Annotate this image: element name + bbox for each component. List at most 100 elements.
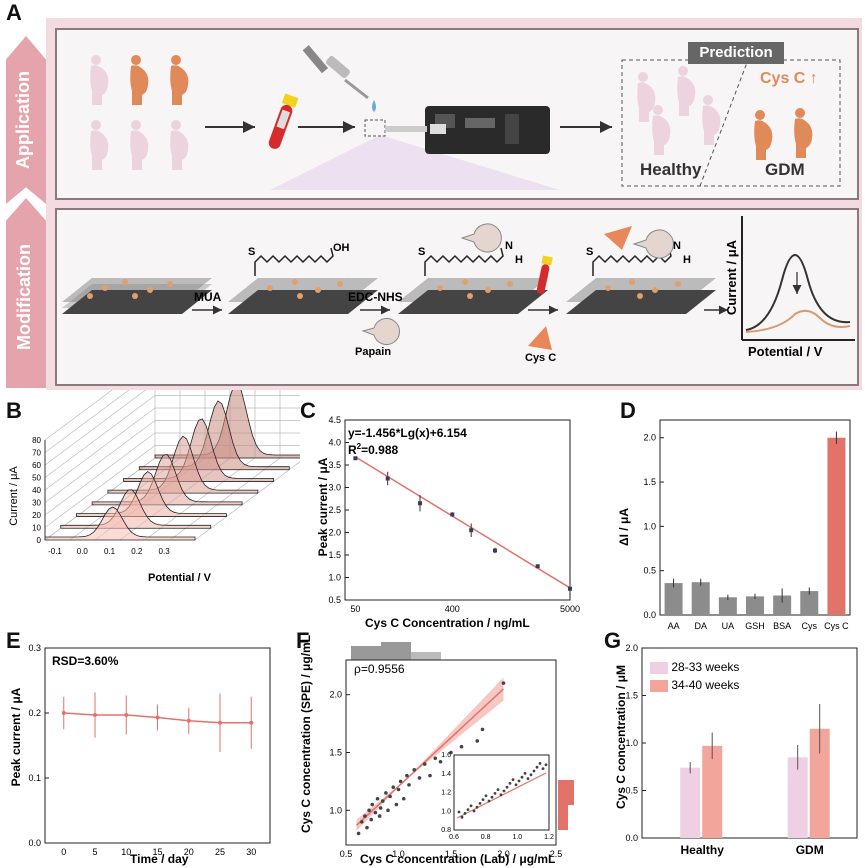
c-ytick: 3.5 (328, 460, 341, 470)
hydrogen-label-2: H (683, 254, 691, 266)
f-hist-top (381, 642, 411, 660)
g-bar (787, 757, 808, 838)
c-ytick: 4.5 (328, 415, 341, 425)
b-xtick: 0.2 (131, 547, 143, 556)
f-data-point (428, 773, 432, 778)
e-data-point (218, 720, 222, 725)
f-inset-point (466, 808, 470, 811)
f-inset-point (472, 809, 476, 813)
f-inset-frame (453, 754, 550, 831)
waterfall-curve (44, 506, 196, 541)
g-ytick: 1.5 (625, 691, 638, 701)
f-data-point (388, 794, 392, 799)
f-inset-xtick: 1.0 (512, 834, 522, 841)
f-data-point (384, 791, 388, 795)
g-bar (809, 728, 830, 838)
panel-label-c: C (300, 398, 316, 423)
c-data-point (493, 548, 497, 553)
chart-c-xlabel: Cys C Concentration / ng/mL (365, 616, 530, 630)
f-ytick: 1.5 (329, 748, 342, 758)
d-bar (746, 596, 764, 615)
f-data-point (480, 727, 485, 732)
b-xtick: -0.1 (48, 547, 62, 556)
b-ytick: 60 (32, 461, 41, 470)
grid-line-b (44, 390, 113, 441)
f-inset-point (457, 810, 461, 814)
chart-c: 0.5 1.0 1.5 2.0 2.5 3.0 3.5 4.0 4.5 50 400 5000 (328, 415, 580, 614)
application-tag (6, 36, 46, 204)
f-inset-point (487, 799, 491, 803)
panel-label-e: E (6, 628, 21, 653)
f-inset-point (538, 762, 542, 765)
chart-c-ylabel: Peak current / μA (316, 457, 330, 557)
f-hist-right (558, 805, 568, 830)
e-ytick: 0.2 (28, 708, 41, 718)
f-inset-point (508, 782, 512, 785)
f-inset-point (523, 772, 527, 775)
blood-tube-icon (268, 93, 299, 149)
f-data-point (417, 776, 422, 780)
f-inset-point (496, 788, 500, 791)
e-data-point (124, 712, 129, 717)
chart-b-ylabel: Current / μA (8, 466, 20, 526)
b-ytick: 40 (32, 486, 41, 495)
f-data-point (398, 779, 403, 784)
curve-xlabel: Potential / V (748, 344, 823, 359)
e-ytick: 0.1 (28, 773, 41, 783)
d-bar (827, 437, 846, 615)
f-data-point (356, 831, 361, 836)
sensor-device-icon (385, 106, 550, 154)
g-ytick: 1.0 (625, 738, 638, 748)
cysc-label: Cys C (525, 352, 557, 364)
sulfur-label-1: S (248, 246, 256, 258)
f-inset-point (541, 767, 545, 770)
f-data-point (378, 806, 383, 810)
f-inset-point (535, 765, 539, 769)
c-ytick: 1.0 (328, 573, 341, 583)
f-data-point (433, 756, 438, 761)
c-ytick: 3.0 (328, 483, 341, 493)
panel-label-b: B (6, 398, 22, 423)
f-inset-ytick: 1.6 (441, 752, 451, 759)
grid-line-b (44, 432, 156, 516)
c-ytick: 4.0 (328, 438, 341, 448)
c-ytick: 1.5 (328, 550, 341, 560)
chart-c-r2: R2=0.988 (348, 442, 398, 457)
f-inset-xtick: 0.8 (481, 834, 491, 841)
f-inset-ytick: 1.4 (441, 771, 451, 778)
f-xtick: 0.5 (340, 849, 353, 859)
sulfur-label-3: S (586, 246, 594, 258)
f-data-point (475, 739, 480, 743)
f-inset-point (505, 785, 509, 789)
chart-e: 0.0 0.1 0.2 0.3 0 5 10 15 20 25 30 (28, 643, 271, 857)
f-data-point (359, 820, 364, 824)
f-inset-point (526, 777, 530, 780)
f-inset-point (529, 773, 533, 777)
f-data-point (407, 783, 411, 787)
c-xtick: 400 (445, 604, 460, 614)
d-bar (773, 595, 792, 615)
f-data-point (391, 785, 396, 789)
chart-c-r2-r: R (348, 443, 357, 457)
f-inset-point (520, 775, 524, 779)
chart-b-xlabel: Potential / V (148, 572, 211, 584)
f-inset-xtick: 0.6 (449, 834, 459, 841)
f-data-point (438, 759, 443, 764)
f-inset-point (544, 763, 548, 767)
d-ytick: 0.5 (643, 566, 656, 576)
e-xtick: 15 (152, 847, 162, 857)
g-xtick: Healthy (681, 843, 725, 857)
f-inset-point (463, 812, 467, 815)
b-ytick: 30 (32, 499, 41, 508)
b-xtick: 0.3 (159, 547, 171, 556)
f-hist-top (411, 652, 441, 660)
waterfall-curve (91, 453, 243, 506)
e-xtick: 10 (121, 847, 131, 857)
papain-label: Papain (355, 346, 392, 358)
d-ytick: 1.5 (643, 477, 656, 487)
chart-d: 0.0 0.5 1.0 1.5 2.0 AA DA UA GSH BSA Cys Cys C (643, 419, 851, 631)
e-data-point (186, 718, 191, 723)
d-ytick: 0.0 (643, 610, 656, 620)
f-data-point (377, 814, 382, 818)
b-xtick: 0.1 (104, 547, 116, 556)
